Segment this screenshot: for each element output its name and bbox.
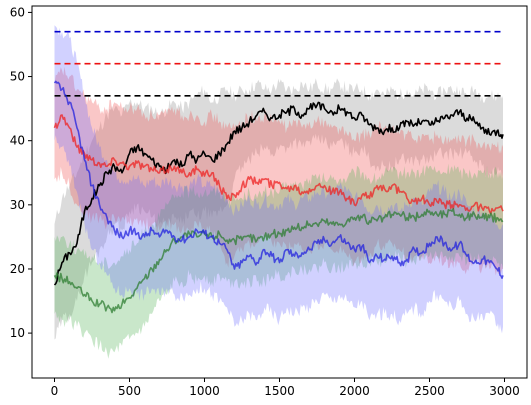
y-tick-label: 30 [10,198,25,212]
band-series-4 [54,25,503,334]
y-tick-label: 20 [10,262,25,276]
confidence-bands [54,25,503,359]
x-tick-label: 2000 [339,384,370,398]
x-tick-label: 500 [118,384,141,398]
y-tick-label: 50 [10,70,25,84]
y-tick-label: 10 [10,326,25,340]
x-tick-label: 1000 [189,384,220,398]
reference-lines [54,30,505,97]
y-tick-label: 60 [10,5,25,19]
series-line-3 [53,207,504,314]
x-tick-label: 3000 [489,384,520,398]
series-lines [53,80,504,314]
y-axis: 10 20 30 40 50 60 [10,5,32,340]
x-axis: 0 500 1000 1500 2000 2500 3000 [51,378,520,398]
band-series-2 [54,66,503,276]
x-tick-label: 2500 [414,384,445,398]
x-tick-label: 1500 [264,384,295,398]
series-line-4 [53,80,504,279]
y-tick-label: 40 [10,134,25,148]
band-series-1 [54,78,503,340]
series-line-2 [53,114,504,215]
x-tick-label: 0 [51,384,59,398]
series-line-1 [53,101,504,286]
